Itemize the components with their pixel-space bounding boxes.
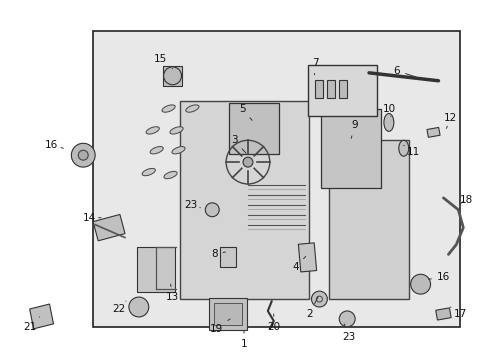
Polygon shape bbox=[30, 304, 53, 329]
Circle shape bbox=[311, 291, 326, 307]
Text: 15: 15 bbox=[154, 54, 172, 69]
Text: 2: 2 bbox=[305, 297, 318, 319]
Circle shape bbox=[243, 157, 252, 167]
Text: 16: 16 bbox=[45, 140, 63, 150]
Ellipse shape bbox=[398, 140, 408, 156]
Bar bbox=[229, 103, 278, 154]
Text: 22: 22 bbox=[112, 301, 126, 314]
Text: 8: 8 bbox=[210, 249, 225, 260]
Text: 3: 3 bbox=[230, 135, 245, 153]
Circle shape bbox=[129, 297, 148, 317]
Bar bbox=[339, 80, 346, 98]
Text: 1: 1 bbox=[240, 331, 247, 349]
Ellipse shape bbox=[150, 147, 163, 154]
Bar bbox=[220, 247, 236, 267]
Bar bbox=[328, 140, 408, 299]
Ellipse shape bbox=[163, 171, 177, 179]
Text: 4: 4 bbox=[292, 256, 305, 272]
Text: 16: 16 bbox=[427, 272, 449, 282]
Ellipse shape bbox=[142, 168, 155, 176]
Circle shape bbox=[78, 150, 88, 160]
Bar bbox=[315, 80, 323, 98]
Bar bbox=[426, 127, 439, 137]
Text: 18: 18 bbox=[459, 195, 472, 205]
Circle shape bbox=[163, 67, 181, 85]
Text: 23: 23 bbox=[183, 200, 200, 210]
Text: 7: 7 bbox=[311, 58, 318, 75]
Text: 23: 23 bbox=[342, 324, 355, 342]
Ellipse shape bbox=[383, 113, 393, 131]
Bar bbox=[321, 109, 380, 188]
Ellipse shape bbox=[146, 127, 159, 134]
Bar bbox=[179, 100, 308, 299]
Bar bbox=[209, 298, 246, 330]
Text: 10: 10 bbox=[382, 104, 395, 117]
Text: 19: 19 bbox=[209, 319, 230, 334]
Text: 17: 17 bbox=[449, 307, 466, 319]
Text: 14: 14 bbox=[82, 213, 101, 223]
Bar bbox=[163, 66, 182, 86]
Text: 13: 13 bbox=[165, 284, 179, 302]
Circle shape bbox=[339, 311, 354, 327]
Text: 6: 6 bbox=[393, 66, 415, 77]
Ellipse shape bbox=[162, 105, 175, 112]
Bar bbox=[298, 243, 316, 272]
Ellipse shape bbox=[169, 127, 183, 134]
Text: 9: 9 bbox=[350, 121, 358, 138]
Circle shape bbox=[71, 143, 95, 167]
Bar bbox=[93, 31, 459, 327]
Text: 12: 12 bbox=[443, 113, 456, 129]
Bar bbox=[137, 247, 174, 292]
Circle shape bbox=[205, 203, 219, 217]
Text: 20: 20 bbox=[266, 314, 280, 332]
Bar bbox=[93, 215, 125, 241]
Bar bbox=[326, 80, 335, 98]
Text: 11: 11 bbox=[403, 145, 420, 157]
Bar bbox=[214, 303, 242, 325]
Text: 5: 5 bbox=[238, 104, 252, 120]
Bar bbox=[307, 65, 376, 117]
Circle shape bbox=[410, 274, 429, 294]
Text: 21: 21 bbox=[23, 317, 40, 332]
Bar bbox=[435, 308, 450, 320]
Ellipse shape bbox=[172, 147, 185, 154]
Ellipse shape bbox=[185, 105, 199, 112]
